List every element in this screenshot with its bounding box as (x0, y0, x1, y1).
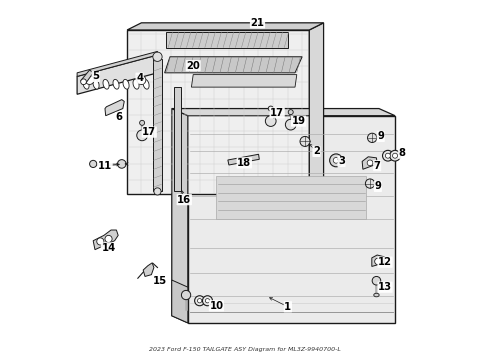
Text: 2023 Ford F-150 TAILGATE ASY Diagram for ML3Z-9940700-L: 2023 Ford F-150 TAILGATE ASY Diagram for… (149, 347, 341, 352)
Circle shape (97, 238, 104, 245)
Polygon shape (309, 23, 323, 194)
Circle shape (288, 110, 293, 114)
Text: 5: 5 (92, 71, 99, 81)
Polygon shape (127, 23, 323, 30)
Text: 9: 9 (374, 181, 381, 192)
Polygon shape (127, 30, 309, 194)
Polygon shape (93, 230, 118, 249)
Text: 9: 9 (377, 131, 384, 141)
Circle shape (390, 150, 400, 161)
Text: 2: 2 (313, 147, 320, 157)
Polygon shape (172, 109, 188, 323)
Ellipse shape (123, 79, 129, 89)
Polygon shape (192, 75, 297, 87)
Text: 21: 21 (250, 18, 265, 28)
Text: 12: 12 (378, 257, 392, 267)
Ellipse shape (143, 79, 149, 89)
Circle shape (333, 157, 339, 163)
Circle shape (386, 153, 391, 158)
Text: 3: 3 (338, 157, 345, 166)
Polygon shape (372, 255, 384, 266)
Text: 8: 8 (399, 148, 406, 158)
Ellipse shape (83, 79, 89, 89)
Circle shape (383, 150, 393, 161)
Circle shape (105, 235, 112, 243)
Text: 14: 14 (101, 243, 116, 253)
Circle shape (330, 154, 343, 167)
Circle shape (392, 153, 397, 158)
Circle shape (197, 298, 202, 303)
Circle shape (375, 258, 381, 265)
Circle shape (140, 120, 145, 125)
Text: 18: 18 (237, 158, 251, 168)
Circle shape (372, 276, 381, 285)
Text: 6: 6 (116, 112, 123, 122)
Text: 20: 20 (186, 61, 200, 71)
Text: 10: 10 (209, 301, 223, 311)
Polygon shape (172, 109, 395, 116)
Polygon shape (81, 70, 93, 83)
Polygon shape (77, 55, 157, 94)
Ellipse shape (374, 293, 379, 297)
Circle shape (154, 188, 161, 195)
Text: 7: 7 (374, 161, 381, 171)
Text: 15: 15 (153, 276, 167, 286)
Text: 17: 17 (142, 127, 156, 137)
Text: 17: 17 (270, 108, 284, 118)
Ellipse shape (85, 76, 94, 85)
Circle shape (153, 52, 162, 62)
Circle shape (81, 79, 86, 85)
Circle shape (268, 106, 273, 111)
Polygon shape (362, 157, 377, 169)
Text: 4: 4 (136, 73, 143, 83)
Circle shape (181, 291, 191, 300)
Polygon shape (105, 100, 124, 116)
Circle shape (266, 116, 276, 126)
Circle shape (137, 130, 147, 141)
Circle shape (195, 296, 205, 306)
Text: 11: 11 (98, 161, 112, 171)
Ellipse shape (113, 79, 119, 89)
Circle shape (300, 136, 310, 147)
Polygon shape (217, 176, 367, 219)
Polygon shape (188, 116, 395, 323)
Ellipse shape (103, 79, 109, 89)
Polygon shape (167, 32, 288, 48)
Ellipse shape (133, 79, 139, 89)
Circle shape (368, 133, 377, 143)
Circle shape (90, 160, 97, 167)
Polygon shape (77, 51, 157, 76)
Circle shape (202, 296, 213, 306)
Text: 13: 13 (378, 282, 392, 292)
Circle shape (285, 119, 296, 130)
Polygon shape (228, 154, 259, 165)
Text: 1: 1 (284, 302, 292, 312)
Text: 16: 16 (177, 195, 191, 204)
Ellipse shape (93, 79, 99, 89)
Polygon shape (165, 57, 302, 73)
Circle shape (367, 160, 373, 166)
Text: 19: 19 (292, 116, 306, 126)
Polygon shape (153, 59, 162, 191)
Ellipse shape (137, 76, 146, 85)
Polygon shape (143, 263, 154, 276)
Circle shape (366, 179, 375, 188)
Circle shape (205, 298, 210, 303)
Polygon shape (173, 87, 181, 191)
Polygon shape (172, 280, 188, 323)
Circle shape (118, 159, 126, 168)
